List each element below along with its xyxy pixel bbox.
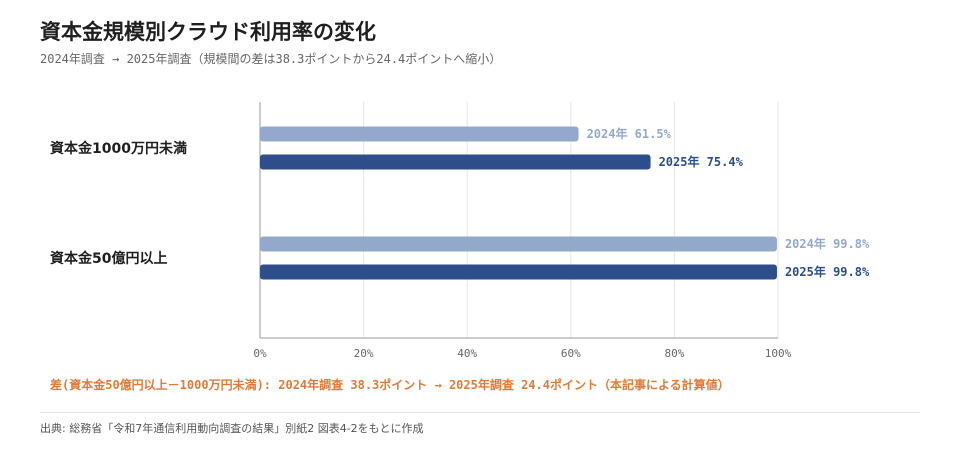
bar-2024年 [260,126,579,142]
x-tick-label: 20% [354,347,374,360]
x-tick-label: 0% [253,347,267,360]
difference-note: 差(資本金50億円以上－1000万円未満): 2024年調査 38.3ポイント … [50,378,730,392]
x-tick-label: 40% [457,347,477,360]
source-note: 出典: 総務省「令和7年通信利用動向調査の結果」別紙2 図表4-2をもとに作成 [40,422,424,435]
x-tick-label: 100% [765,347,792,360]
data-label: 2024年 61.5% [587,126,672,141]
bar-2025年 [260,264,777,280]
chart-subtitle: 2024年調査 → 2025年調査（規模間の差は38.3ポイントから24.4ポイ… [40,52,502,66]
category-label: 資本金1000万円未満 [50,140,187,157]
bar-chart: 0% 20% 40% 60% 80% 100% 資本金1000万円未満 2024年 61.5%… [50,102,870,360]
footer-divider [40,412,920,413]
data-label: 2024年 99.8% [785,236,870,251]
data-label: 2025年 75.4% [659,154,744,169]
bar-2025年 [260,154,651,170]
chart-title: 資本金規模別クラウド利用率の変化 [40,20,376,44]
x-tick-label: 80% [664,347,684,360]
data-label: 2025年 99.8% [785,264,870,279]
category-label: 資本金50億円以上 [50,250,167,267]
bar-2024年 [260,236,777,252]
x-tick-label: 60% [561,347,581,360]
